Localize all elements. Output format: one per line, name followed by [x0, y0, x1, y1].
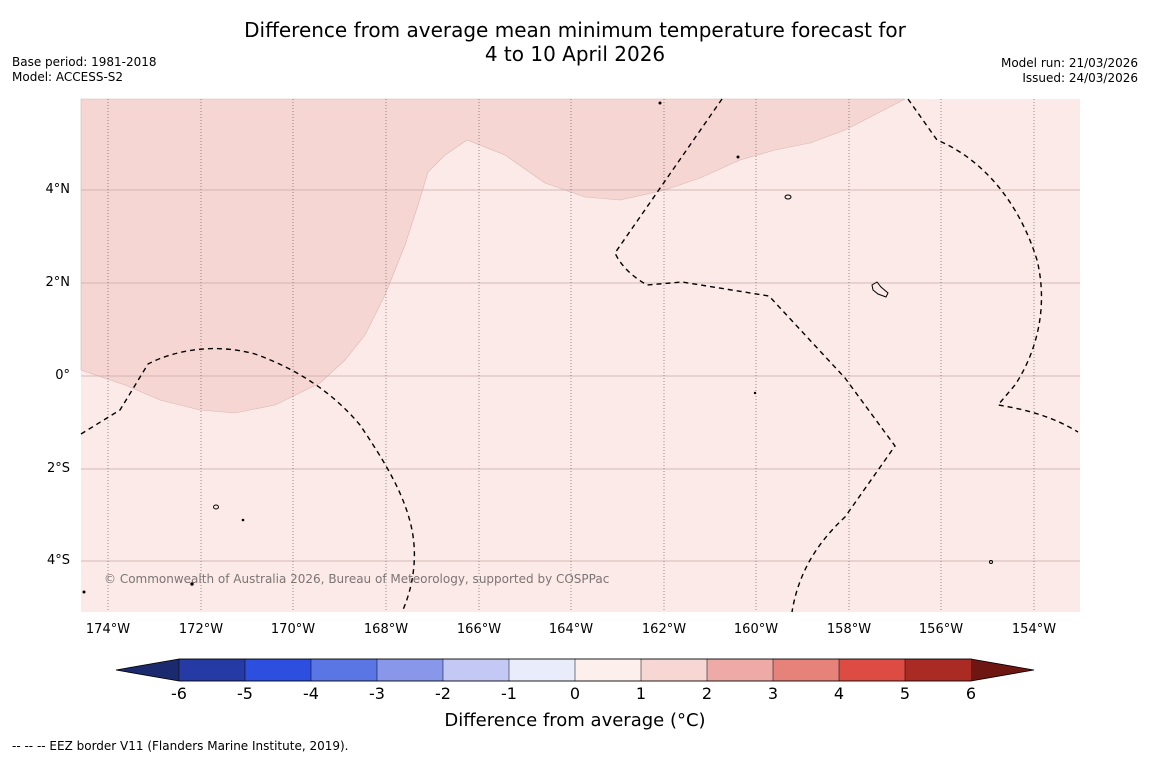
island	[82, 590, 86, 594]
lat-gridlines	[81, 189, 1080, 562]
lat-label-2s: 2°S	[46, 461, 70, 476]
lon-label: 170°W	[270, 622, 316, 637]
eez-border-west	[80, 347, 416, 613]
colorbar-tick: -5	[237, 684, 253, 703]
colorbar-segment	[772, 658, 840, 682]
colorbar-outline	[115, 658, 1035, 682]
island-group	[871, 281, 889, 298]
copyright-credit: © Commonwealth of Australia 2026, Bureau…	[104, 572, 610, 586]
colorbar-segment	[376, 658, 444, 682]
colorbar-segment	[640, 658, 708, 682]
lon-label: 156°W	[918, 622, 964, 637]
colorbar-tick: 5	[899, 684, 911, 703]
island	[658, 101, 662, 105]
colorbar-segment	[442, 658, 510, 682]
colorbar-segment	[244, 658, 312, 682]
island	[784, 194, 792, 200]
anomaly-band-1-2	[80, 98, 906, 414]
island	[736, 155, 740, 159]
colorbar-segment	[310, 658, 378, 682]
colorbar-tick: -1	[501, 684, 517, 703]
colorbar-tick: 4	[833, 684, 845, 703]
colorbar-segment	[178, 658, 246, 682]
eez-legend-note: -- -- -- EEZ border V11 (Flanders Marine…	[12, 739, 349, 753]
colorbar-tick: 3	[767, 684, 779, 703]
model-name: Model: ACCESS-S2	[12, 70, 124, 84]
colorbar-label: Difference from average (°C)	[444, 710, 706, 731]
lon-label: 168°W	[363, 622, 409, 637]
colorbar-tick: 1	[635, 684, 647, 703]
colorbar-under-arrow	[116, 659, 179, 681]
colorbar-segment	[574, 658, 642, 682]
island	[213, 504, 219, 510]
title-line-2: 4 to 10 April 2026	[484, 42, 666, 66]
eez-borders	[80, 98, 1079, 613]
lon-label: 166°W	[456, 622, 502, 637]
lon-label: 154°W	[1011, 622, 1057, 637]
map-title: Difference from average mean minimum tem…	[0, 18, 1150, 66]
colorbar-tick: 6	[965, 684, 977, 703]
colorbar-tick: -3	[369, 684, 385, 703]
lat-label-4s: 4°S	[46, 553, 70, 568]
base-period: Base period: 1981-2018	[12, 55, 157, 69]
lat-label-0: 0°	[55, 368, 70, 383]
eez-border-east	[907, 98, 1079, 433]
model-run: Model run: 21/03/2026	[1000, 56, 1138, 70]
colorbar-segments	[178, 658, 972, 682]
colorbar-segment	[508, 658, 576, 682]
island	[190, 582, 194, 586]
colorbar-segment	[904, 658, 972, 682]
colorbar-tick: -2	[435, 684, 451, 703]
title-line-1: Difference from average mean minimum tem…	[244, 18, 906, 42]
lon-label: 160°W	[733, 622, 779, 637]
colorbar-over-arrow	[971, 659, 1034, 681]
meta-right: Model run: 21/03/2026 Issued: 24/03/2026	[1001, 56, 1138, 86]
lon-label: 172°W	[178, 622, 224, 637]
lon-label: 158°W	[826, 622, 872, 637]
eez-border-central	[614, 98, 896, 613]
colorbar-segment	[706, 658, 774, 682]
lat-label-4n: 4°N	[45, 182, 71, 197]
colorbar-tick: -6	[171, 684, 187, 703]
lat-label-2n: 2°N	[45, 275, 71, 290]
island	[241, 518, 245, 522]
colorbar-tick: -4	[303, 684, 319, 703]
island	[753, 391, 757, 395]
issued-date: Issued: 24/03/2026	[1022, 71, 1138, 85]
colorbar-tick: 2	[701, 684, 713, 703]
islands	[82, 101, 993, 594]
colorbar-tick: 0	[569, 684, 581, 703]
lon-label: 164°W	[548, 622, 594, 637]
lon-label: 174°W	[85, 622, 131, 637]
island	[989, 560, 993, 564]
meta-left: Base period: 1981-2018 Model: ACCESS-S2	[12, 55, 157, 85]
colorbar-segment	[838, 658, 906, 682]
lon-label: 162°W	[641, 622, 687, 637]
colorbar	[115, 658, 1035, 682]
